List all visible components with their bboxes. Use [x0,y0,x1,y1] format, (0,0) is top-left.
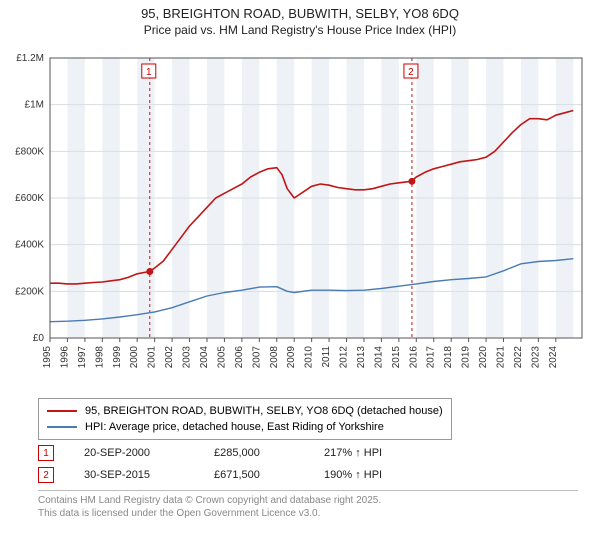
svg-text:1998: 1998 [94,346,105,369]
svg-text:£1.2M: £1.2M [16,53,44,64]
svg-text:2006: 2006 [234,346,245,369]
svg-text:2021: 2021 [496,346,507,369]
svg-text:£0: £0 [33,333,45,344]
svg-text:2012: 2012 [339,346,350,369]
svg-text:2004: 2004 [199,346,210,369]
svg-text:2022: 2022 [513,346,524,369]
svg-text:2014: 2014 [373,346,384,369]
table-row: 1 20-SEP-2000 £285,000 217% ↑ HPI [38,442,382,464]
svg-text:2010: 2010 [304,346,315,369]
svg-text:2001: 2001 [147,346,158,369]
svg-text:2003: 2003 [182,346,193,369]
sale-pct: 217% ↑ HPI [324,447,382,459]
footer: Contains HM Land Registry data © Crown c… [38,494,381,520]
svg-text:£800K: £800K [15,146,44,157]
sale-pct: 190% ↑ HPI [324,469,382,481]
legend-swatch [47,426,77,428]
svg-text:2002: 2002 [164,346,175,369]
footer-line: Contains HM Land Registry data © Crown c… [38,494,381,507]
svg-text:2008: 2008 [269,346,280,369]
sales-table: 1 20-SEP-2000 £285,000 217% ↑ HPI 2 30-S… [38,442,382,486]
marker-badge: 2 [38,467,54,483]
legend: 95, BREIGHTON ROAD, BUBWITH, SELBY, YO8 … [38,398,452,440]
svg-text:2005: 2005 [216,346,227,369]
svg-text:2011: 2011 [321,346,332,368]
svg-text:2017: 2017 [426,346,437,369]
sale-date: 30-SEP-2015 [84,469,184,481]
sale-price: £671,500 [214,469,294,481]
sale-price: £285,000 [214,447,294,459]
divider [38,490,578,491]
svg-text:1995: 1995 [42,346,53,369]
chart-subtitle: Price paid vs. HM Land Registry's House … [0,23,600,37]
svg-text:2023: 2023 [530,346,541,369]
legend-swatch [47,410,77,412]
svg-text:2: 2 [408,67,414,78]
svg-text:2009: 2009 [286,346,297,369]
svg-text:1996: 1996 [59,346,70,369]
svg-text:2020: 2020 [478,346,489,369]
svg-text:1: 1 [146,67,152,78]
svg-text:1999: 1999 [112,346,123,369]
line-chart: £0 £200K £400K £600K £800K £1M £1.2M 1 2 1995 1996… [0,48,600,388]
legend-label: HPI: Average price, detached house, East… [85,421,384,433]
table-row: 2 30-SEP-2015 £671,500 190% ↑ HPI [38,464,382,486]
svg-text:2015: 2015 [391,346,402,369]
legend-item: 95, BREIGHTON ROAD, BUBWITH, SELBY, YO8 … [47,403,443,419]
legend-item: HPI: Average price, detached house, East… [47,419,443,435]
svg-text:2016: 2016 [408,346,419,369]
svg-text:2024: 2024 [548,346,559,369]
svg-text:2018: 2018 [443,346,454,369]
svg-text:£1M: £1M [25,100,44,111]
chart-area: £0 £200K £400K £600K £800K £1M £1.2M 1 2 1995 1996… [0,48,600,388]
svg-text:2007: 2007 [251,346,262,369]
chart-title: 95, BREIGHTON ROAD, BUBWITH, SELBY, YO8 … [0,6,600,21]
footer-line: This data is licensed under the Open Gov… [38,507,381,520]
sale-date: 20-SEP-2000 [84,447,184,459]
svg-text:2019: 2019 [461,346,472,369]
svg-text:1997: 1997 [77,346,88,369]
svg-text:£400K: £400K [15,240,44,251]
svg-text:2000: 2000 [129,346,140,369]
legend-label: 95, BREIGHTON ROAD, BUBWITH, SELBY, YO8 … [85,405,443,417]
svg-text:2013: 2013 [356,346,367,369]
svg-text:£600K: £600K [15,193,44,204]
marker-badge: 1 [38,445,54,461]
svg-text:£200K: £200K [15,286,44,297]
